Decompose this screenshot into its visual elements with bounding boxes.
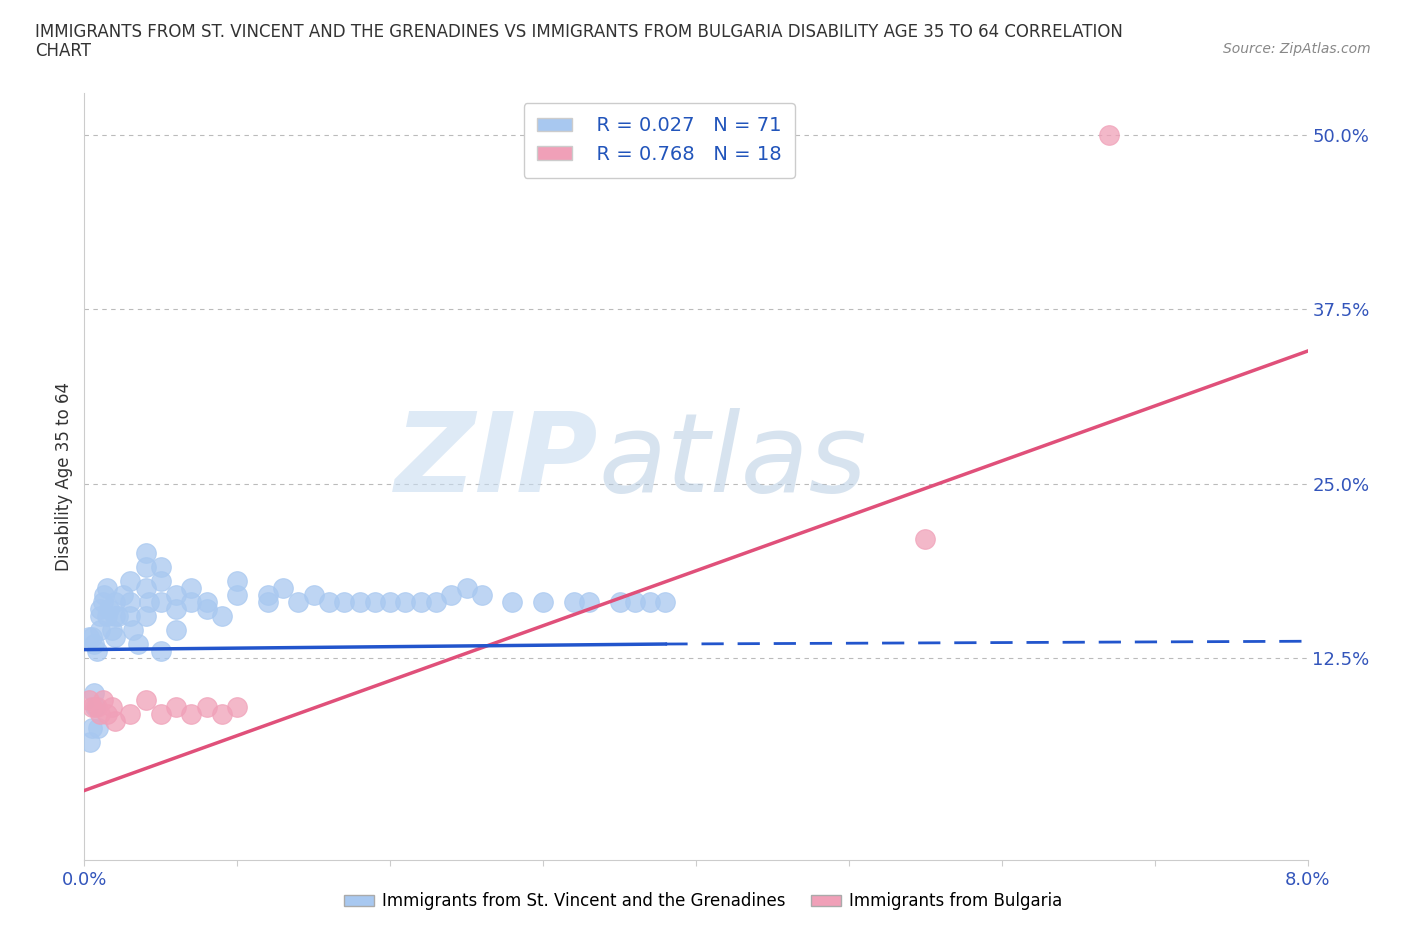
Point <box>364 595 387 610</box>
Point <box>149 707 172 722</box>
Point <box>456 580 478 596</box>
Point <box>91 595 114 610</box>
Point <box>104 609 127 624</box>
Point <box>89 623 111 638</box>
Point <box>180 595 202 610</box>
Point <box>135 692 157 708</box>
Point <box>111 588 134 603</box>
Point <box>318 595 340 610</box>
Point <box>562 595 585 610</box>
Point <box>127 637 149 652</box>
Point <box>83 685 105 700</box>
Point <box>425 595 447 610</box>
Point <box>96 707 118 722</box>
Point <box>226 699 249 714</box>
Point <box>654 595 676 610</box>
Point <box>149 595 172 610</box>
Point <box>89 602 111 617</box>
Point <box>1098 127 1121 142</box>
Point <box>120 609 142 624</box>
Point <box>80 721 103 736</box>
Point <box>180 707 202 722</box>
Point <box>86 644 108 658</box>
Point <box>609 595 631 610</box>
Point <box>97 602 120 617</box>
Point <box>135 560 157 575</box>
Point <box>195 595 218 610</box>
Point <box>96 580 118 596</box>
Point <box>380 595 402 610</box>
Point <box>624 595 647 610</box>
Point <box>96 609 118 624</box>
Point <box>138 595 160 610</box>
Point <box>149 560 172 575</box>
Text: IMMIGRANTS FROM ST. VINCENT AND THE GRENADINES VS IMMIGRANTS FROM BULGARIA DISAB: IMMIGRANTS FROM ST. VINCENT AND THE GREN… <box>35 23 1123 41</box>
Point <box>226 588 249 603</box>
Point <box>409 595 432 610</box>
Point <box>914 532 936 547</box>
Point <box>302 588 325 603</box>
Point <box>101 699 124 714</box>
Legend: Immigrants from St. Vincent and the Grenadines, Immigrants from Bulgaria: Immigrants from St. Vincent and the Gren… <box>337 885 1069 917</box>
Point <box>84 699 107 714</box>
Point <box>87 721 110 736</box>
Point <box>271 580 294 596</box>
Point <box>77 630 100 644</box>
Point <box>195 602 218 617</box>
Point <box>333 595 356 610</box>
Text: Source: ZipAtlas.com: Source: ZipAtlas.com <box>1223 42 1371 56</box>
Point <box>149 644 172 658</box>
Point <box>287 595 309 610</box>
Point <box>104 595 127 610</box>
Point <box>211 707 233 722</box>
Point <box>120 595 142 610</box>
Point <box>80 630 103 644</box>
Text: ZIP: ZIP <box>395 407 598 515</box>
Y-axis label: Disability Age 35 to 64: Disability Age 35 to 64 <box>55 382 73 571</box>
Text: CHART: CHART <box>35 42 91 60</box>
Point <box>135 580 157 596</box>
Point <box>86 699 108 714</box>
Point <box>257 595 280 610</box>
Point <box>257 588 280 603</box>
Point <box>394 595 416 610</box>
Point <box>107 609 129 624</box>
Text: atlas: atlas <box>598 407 866 515</box>
Point <box>638 595 661 610</box>
Point <box>195 699 218 714</box>
Point <box>149 574 172 589</box>
Point <box>79 735 101 750</box>
Point <box>502 595 524 610</box>
Point <box>349 595 371 610</box>
Point <box>135 546 157 561</box>
Point <box>104 713 127 728</box>
Legend:   R = 0.027   N = 71,   R = 0.768   N = 18: R = 0.027 N = 71, R = 0.768 N = 18 <box>523 102 794 178</box>
Point <box>165 588 187 603</box>
Point <box>77 692 100 708</box>
Point <box>89 707 111 722</box>
Point <box>165 699 187 714</box>
Point <box>211 609 233 624</box>
Point <box>120 574 142 589</box>
Point <box>531 595 554 610</box>
Point <box>578 595 600 610</box>
Point <box>80 699 103 714</box>
Point <box>135 609 157 624</box>
Point <box>471 588 494 603</box>
Point <box>122 623 145 638</box>
Point <box>83 637 105 652</box>
Point <box>91 692 114 708</box>
Point <box>93 588 115 603</box>
Point <box>165 602 187 617</box>
Point <box>165 623 187 638</box>
Point <box>104 630 127 644</box>
Point <box>226 574 249 589</box>
Point <box>440 588 463 603</box>
Point <box>120 707 142 722</box>
Point <box>180 580 202 596</box>
Point <box>89 609 111 624</box>
Point <box>101 623 124 638</box>
